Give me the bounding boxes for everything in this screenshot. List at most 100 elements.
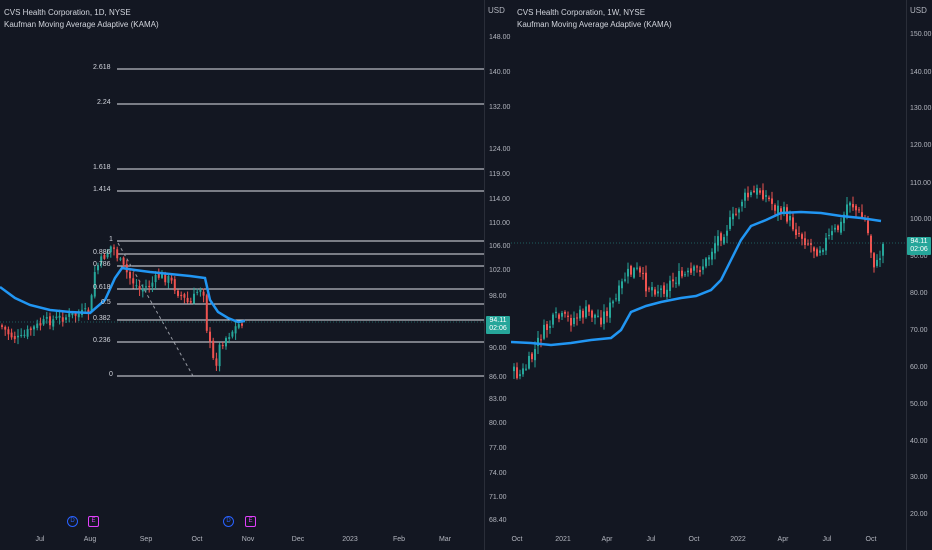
weekly-chart-pane[interactable]: CVS Health Corporation, 1W, NYSE Kaufman… [511, 0, 906, 550]
fib-level-label: 0.886 [93, 249, 111, 256]
candlestick [513, 363, 515, 379]
weekly-date-tick: 2022 [730, 536, 746, 543]
daily-price-tick: 106.00 [489, 243, 511, 250]
candlestick [642, 266, 644, 280]
daily-price-tick: 90.00 [489, 345, 507, 352]
earnings-marker[interactable]: E [245, 516, 256, 527]
fib-level-label: 1 [109, 236, 113, 243]
candlestick [39, 317, 42, 331]
daily-date-tick: Nov [241, 536, 255, 543]
daily-price-tick: 140.00 [489, 69, 511, 76]
daily-price-tick: 132.00 [489, 104, 511, 111]
candlestick [186, 291, 189, 304]
daily-date-tick: Jul [35, 536, 45, 543]
candlestick [669, 275, 671, 298]
weekly-price-tick: 120.00 [910, 142, 932, 149]
candlestick [141, 284, 144, 298]
daily-price-chart[interactable] [0, 0, 484, 550]
candlestick [177, 289, 179, 298]
dividend-marker[interactable]: D [67, 516, 78, 527]
fib-level-label: 1.618 [93, 164, 111, 171]
candlestick [807, 239, 809, 246]
candlestick [663, 282, 665, 298]
weekly-chart-title: CVS Health Corporation, 1W, NYSE [517, 8, 646, 17]
candlestick [49, 312, 51, 330]
candlestick [804, 231, 806, 249]
candlestick [546, 321, 548, 338]
candlestick [218, 342, 221, 372]
candlestick [795, 222, 797, 239]
weekly-countdown: 02:06 [910, 246, 928, 253]
weekly-currency-label: USD [910, 6, 927, 15]
candlestick [639, 265, 641, 278]
fib-level-label: 2.618 [93, 64, 111, 71]
candlestick [627, 262, 629, 284]
daily-price-tick: 102.00 [489, 267, 511, 274]
daily-price-tick: 148.00 [489, 34, 511, 41]
daily-countdown: 02:06 [489, 325, 507, 332]
candlestick [690, 262, 692, 275]
candlestick [10, 328, 13, 340]
candlestick [55, 311, 58, 320]
daily-price-tick: 124.00 [489, 146, 511, 153]
daily-last-price-tag: 94.11 02:06 [486, 316, 510, 334]
candlestick [522, 363, 524, 377]
earnings-marker[interactable]: E [88, 516, 99, 527]
fib-level-label: 0.5 [101, 299, 111, 306]
weekly-price-tick: 130.00 [910, 105, 932, 112]
daily-date-tick: Sep [139, 536, 153, 543]
weekly-date-tick: Jul [822, 536, 832, 543]
dividend-marker[interactable]: D [223, 516, 234, 527]
fib-level-label: 0.382 [93, 315, 111, 322]
candlestick [723, 234, 725, 246]
candlestick [228, 332, 231, 344]
candlestick [876, 254, 878, 268]
weekly-date-tick: Oct [865, 536, 877, 543]
candlestick [696, 264, 698, 273]
candlestick [729, 210, 731, 231]
candlestick [633, 267, 635, 279]
candlestick [750, 190, 752, 198]
candlestick [13, 331, 16, 344]
weekly-price-tick: 70.00 [910, 327, 928, 334]
daily-chart-pane[interactable]: CVS Health Corporation, 1D, NYSE Kaufman… [0, 0, 484, 550]
weekly-chart-legend: CVS Health Corporation, 1W, NYSE Kaufman… [517, 7, 672, 31]
candlestick [81, 303, 83, 318]
candlestick [576, 313, 578, 326]
weekly-price-axis[interactable]: USD 150.00 140.00 130.00 120.00 110.00 100.00… [906, 0, 932, 550]
candlestick [234, 320, 237, 340]
candlestick [699, 266, 701, 277]
daily-price-axis[interactable]: USD 148.00 140.00 132.00 124.00 119.00 114.00… [484, 0, 512, 550]
candlestick [837, 224, 839, 233]
candlestick [183, 292, 186, 304]
weekly-price-tick: 40.00 [910, 438, 928, 445]
candlestick [666, 283, 668, 300]
candlestick [741, 199, 743, 212]
candlestick [858, 207, 860, 214]
candlestick [678, 263, 680, 287]
candlestick [116, 246, 119, 262]
candlestick [52, 315, 55, 331]
candlestick [145, 279, 147, 292]
daily-currency-label: USD [488, 6, 505, 15]
candlestick [567, 311, 569, 322]
candlestick [189, 297, 192, 304]
candlestick [173, 276, 176, 295]
candlestick [90, 293, 93, 314]
candlestick [717, 230, 719, 252]
weekly-price-chart[interactable] [511, 0, 906, 550]
candlestick [77, 309, 80, 322]
candlestick [209, 327, 211, 349]
candlestick [119, 256, 122, 262]
candlestick [654, 286, 656, 297]
candlestick [810, 238, 812, 253]
weekly-price-tick: 110.00 [910, 180, 931, 187]
candlestick [212, 337, 215, 360]
candlestick [45, 311, 48, 324]
candlestick [552, 312, 554, 328]
weekly-indicator-label: Kaufman Moving Average Adaptive (KAMA) [517, 20, 672, 29]
candlestick [534, 341, 536, 368]
daily-price-tick: 86.00 [489, 374, 507, 381]
daily-indicator-label: Kaufman Moving Average Adaptive (KAMA) [4, 20, 159, 29]
candlestick [855, 204, 857, 218]
